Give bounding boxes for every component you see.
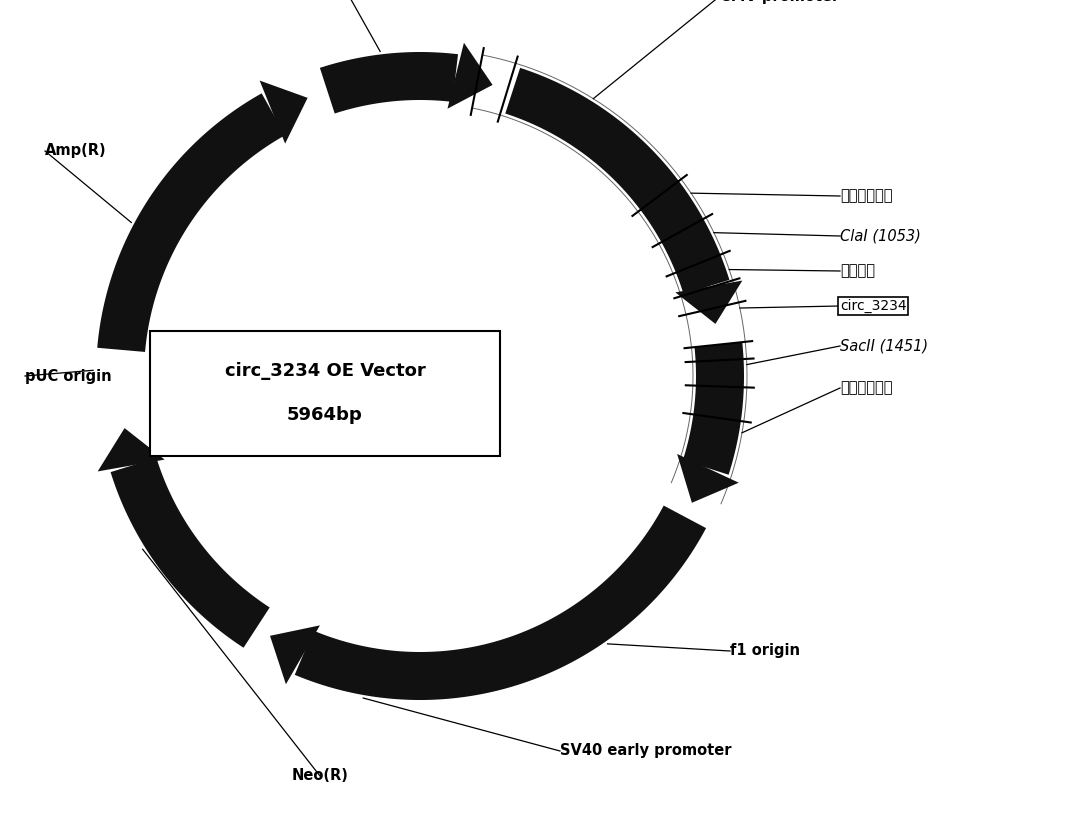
Text: SacII (1451): SacII (1451) — [840, 339, 928, 354]
Text: ClaI (1053): ClaI (1053) — [840, 228, 921, 243]
Polygon shape — [260, 80, 308, 144]
FancyBboxPatch shape — [150, 331, 500, 456]
Polygon shape — [320, 52, 458, 114]
Text: 上游成环序列: 上游成环序列 — [840, 188, 893, 203]
Polygon shape — [677, 454, 739, 502]
Text: 测序序列: 测序序列 — [840, 263, 874, 278]
Polygon shape — [675, 281, 743, 324]
Polygon shape — [505, 68, 730, 294]
Polygon shape — [682, 342, 744, 475]
Polygon shape — [98, 94, 285, 352]
Polygon shape — [447, 43, 493, 109]
Text: 下游成环序列: 下游成环序列 — [840, 380, 893, 395]
Polygon shape — [111, 458, 269, 648]
Text: f1 origin: f1 origin — [730, 644, 800, 659]
Polygon shape — [98, 428, 164, 472]
Text: Neo(R): Neo(R) — [292, 768, 349, 783]
Text: circ_3234: circ_3234 — [840, 299, 907, 313]
Text: 5964bp: 5964bp — [288, 406, 363, 425]
Polygon shape — [295, 506, 706, 700]
Text: CMV promoter: CMV promoter — [720, 0, 839, 3]
Text: SV40 early promoter: SV40 early promoter — [560, 743, 732, 758]
Text: circ_3234 OE Vector: circ_3234 OE Vector — [224, 363, 425, 380]
Text: pUC origin: pUC origin — [25, 369, 112, 384]
Text: Amp(R): Amp(R) — [45, 144, 106, 159]
Polygon shape — [270, 625, 320, 684]
